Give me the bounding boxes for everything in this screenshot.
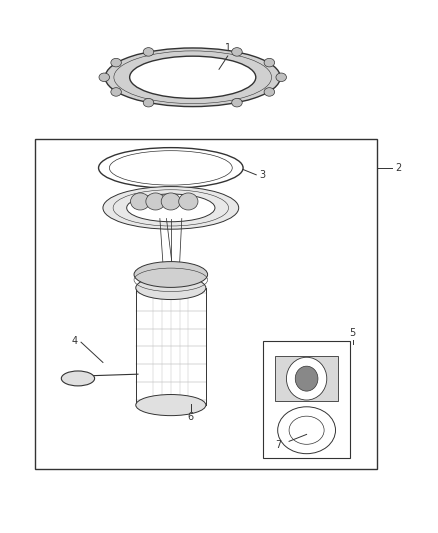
FancyBboxPatch shape [35, 139, 377, 469]
Ellipse shape [161, 193, 180, 210]
Ellipse shape [264, 58, 275, 67]
Ellipse shape [131, 193, 150, 210]
Ellipse shape [289, 416, 324, 445]
Ellipse shape [143, 47, 154, 56]
Ellipse shape [136, 276, 206, 300]
Text: 1: 1 [225, 43, 231, 53]
Ellipse shape [286, 357, 327, 400]
Ellipse shape [295, 366, 318, 391]
Ellipse shape [130, 56, 256, 99]
Ellipse shape [276, 73, 286, 82]
Ellipse shape [134, 262, 208, 287]
Ellipse shape [136, 394, 206, 416]
Text: 6: 6 [187, 412, 194, 422]
Text: 3: 3 [260, 170, 266, 180]
Ellipse shape [146, 193, 165, 210]
Ellipse shape [232, 99, 242, 107]
Ellipse shape [179, 193, 198, 210]
Ellipse shape [105, 48, 280, 107]
Ellipse shape [103, 187, 239, 229]
Ellipse shape [61, 371, 95, 386]
Ellipse shape [99, 73, 110, 82]
Text: 4: 4 [71, 336, 78, 346]
Ellipse shape [264, 88, 275, 96]
Text: 7: 7 [275, 440, 281, 450]
Ellipse shape [143, 99, 154, 107]
Ellipse shape [111, 58, 121, 67]
FancyBboxPatch shape [275, 357, 338, 401]
Text: 5: 5 [350, 328, 356, 338]
Text: 2: 2 [396, 163, 402, 173]
Ellipse shape [232, 47, 242, 56]
FancyBboxPatch shape [263, 341, 350, 458]
Ellipse shape [127, 194, 215, 222]
Ellipse shape [111, 87, 121, 96]
